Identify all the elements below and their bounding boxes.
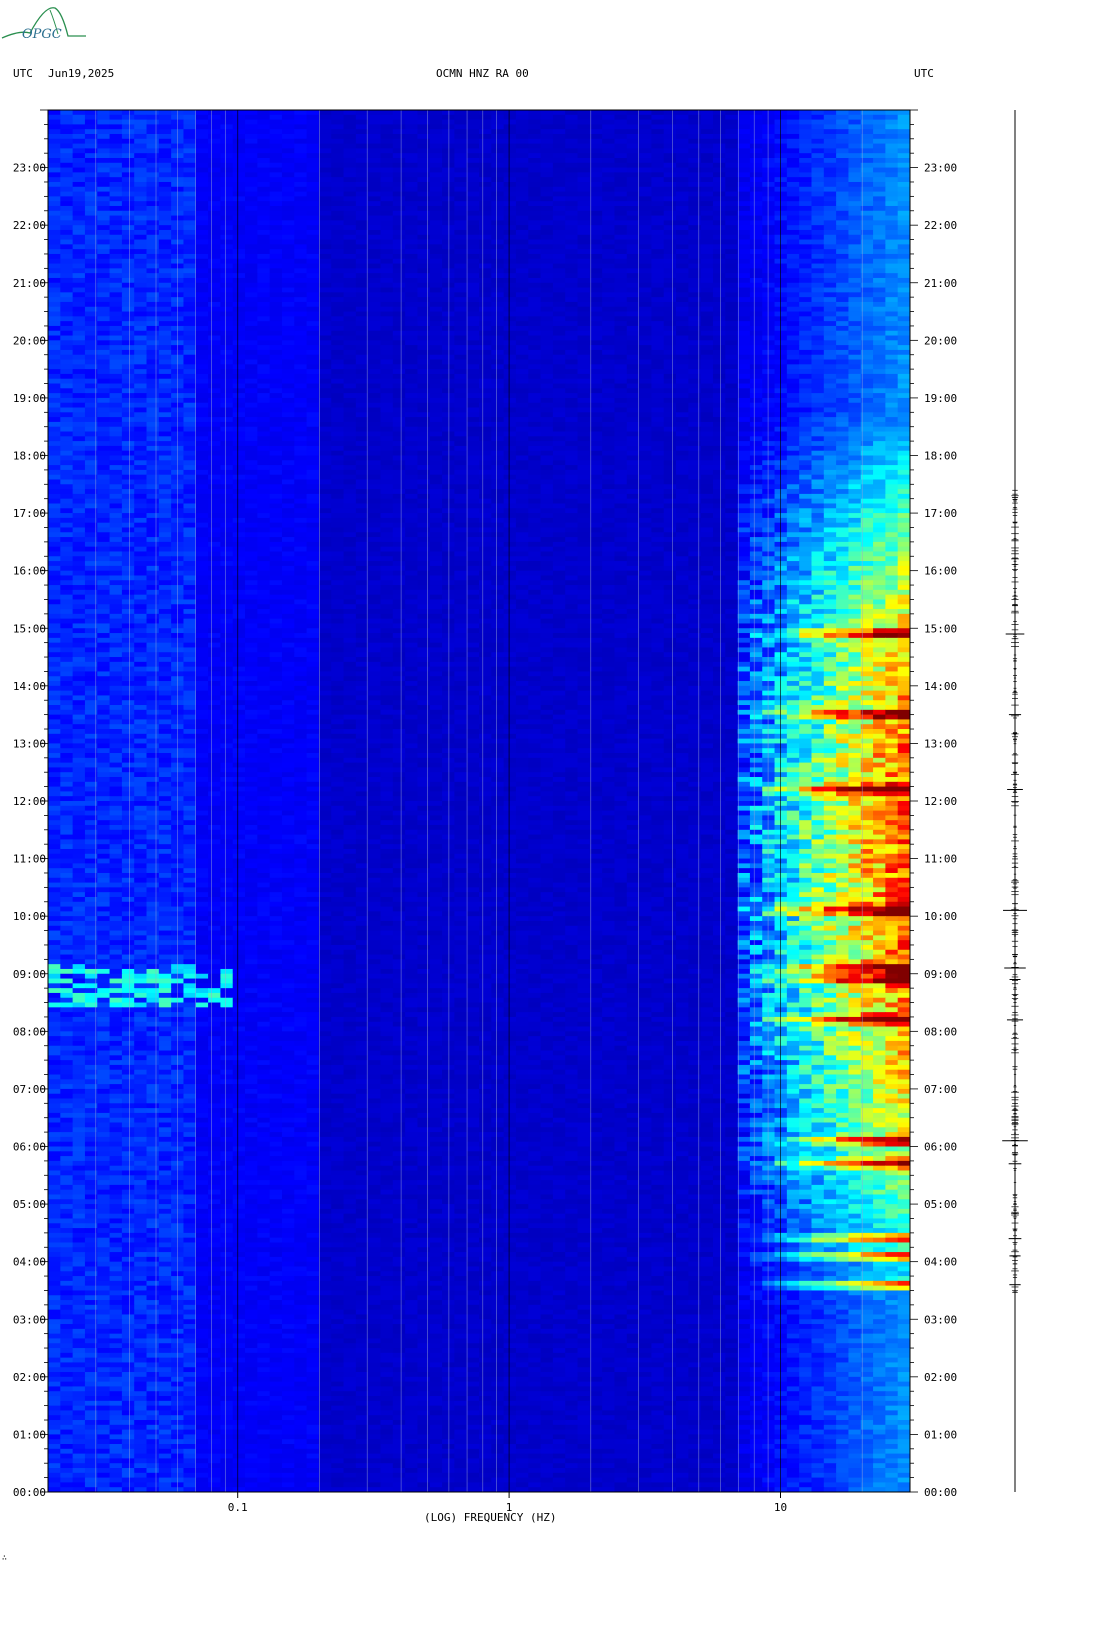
y-tick-label-left: 16:00 xyxy=(13,565,46,578)
y-tick-label-right: 22:00 xyxy=(924,219,957,232)
y-tick-label-left: 18:00 xyxy=(13,450,46,463)
y-tick-label-right: 23:00 xyxy=(924,162,957,175)
footer-mark: ∴ xyxy=(2,1553,7,1562)
y-tick-label-left: 07:00 xyxy=(13,1083,46,1096)
y-tick-label-left: 00:00 xyxy=(13,1486,46,1499)
x-tick-label: 10 xyxy=(774,1501,787,1514)
y-tick-label-left: 14:00 xyxy=(13,680,46,693)
y-tick-label-left: 12:00 xyxy=(13,795,46,808)
x-axis: 0.1 1 10 xyxy=(228,1492,787,1514)
heatmap-layer xyxy=(48,110,910,1492)
y-axis: 00:00 00:00 01:00 01:00 02:00 02:00 03:00 03:00… xyxy=(13,109,957,1499)
seismic-trace xyxy=(1002,110,1028,1492)
y-tick-label-left: 03:00 xyxy=(13,1313,46,1326)
y-tick-label-right: 14:00 xyxy=(924,680,957,693)
y-tick-label-right: 00:00 xyxy=(924,1486,957,1499)
y-tick-label-right: 10:00 xyxy=(924,910,957,923)
opgc-logo xyxy=(1,7,86,39)
y-tick-label-right: 13:00 xyxy=(924,737,957,750)
chart-title: OCMN HNZ RA 00 xyxy=(436,67,529,80)
y-tick-label-right: 03:00 xyxy=(924,1313,957,1326)
header-utc-right: UTC xyxy=(914,67,934,80)
y-tick-label-left: 13:00 xyxy=(13,737,46,750)
y-tick-label-right: 17:00 xyxy=(924,507,957,520)
y-tick-label-right: 01:00 xyxy=(924,1428,957,1441)
y-tick-label-right: 20:00 xyxy=(924,334,957,347)
y-tick-label-right: 09:00 xyxy=(924,968,957,981)
x-tick-label: 1 xyxy=(506,1501,513,1514)
y-tick-label-right: 08:00 xyxy=(924,1025,957,1038)
y-tick-label-right: 15:00 xyxy=(924,622,957,635)
y-tick-label-right: 12:00 xyxy=(924,795,957,808)
y-tick-label-left: 20:00 xyxy=(13,334,46,347)
x-tick-label: 0.1 xyxy=(228,1501,248,1514)
header-utc-left: UTC xyxy=(13,67,33,80)
y-tick-label-left: 01:00 xyxy=(13,1428,46,1441)
y-tick-label-left: 11:00 xyxy=(13,853,46,866)
y-tick-label-right: 11:00 xyxy=(924,853,957,866)
y-tick-label-right: 04:00 xyxy=(924,1256,957,1269)
x-axis-label: (LOG) FREQUENCY (HZ) xyxy=(424,1511,556,1524)
y-tick-label-left: 17:00 xyxy=(13,507,46,520)
y-tick-label-left: 21:00 xyxy=(13,277,46,290)
y-tick-label-left: 15:00 xyxy=(13,622,46,635)
y-tick-label-right: 05:00 xyxy=(924,1198,957,1211)
y-tick-label-left: 02:00 xyxy=(13,1371,46,1384)
header-date: Jun19,2025 xyxy=(48,67,114,80)
y-tick-label-right: 16:00 xyxy=(924,565,957,578)
y-tick-label-right: 07:00 xyxy=(924,1083,957,1096)
y-tick-label-left: 19:00 xyxy=(13,392,46,405)
y-tick-label-right: 21:00 xyxy=(924,277,957,290)
y-tick-label-left: 09:00 xyxy=(13,968,46,981)
y-tick-label-right: 06:00 xyxy=(924,1141,957,1154)
y-tick-label-left: 05:00 xyxy=(13,1198,46,1211)
y-tick-label-right: 18:00 xyxy=(924,450,957,463)
y-tick-label-right: 02:00 xyxy=(924,1371,957,1384)
y-tick-label-right: 19:00 xyxy=(924,392,957,405)
y-tick-label-left: 06:00 xyxy=(13,1141,46,1154)
logo-text: OPGC xyxy=(22,27,62,42)
y-tick-label-left: 10:00 xyxy=(13,910,46,923)
y-tick-label-left: 04:00 xyxy=(13,1256,46,1269)
y-tick-label-left: 22:00 xyxy=(13,219,46,232)
y-tick-label-left: 23:00 xyxy=(13,162,46,175)
y-tick-label-left: 08:00 xyxy=(13,1025,46,1038)
